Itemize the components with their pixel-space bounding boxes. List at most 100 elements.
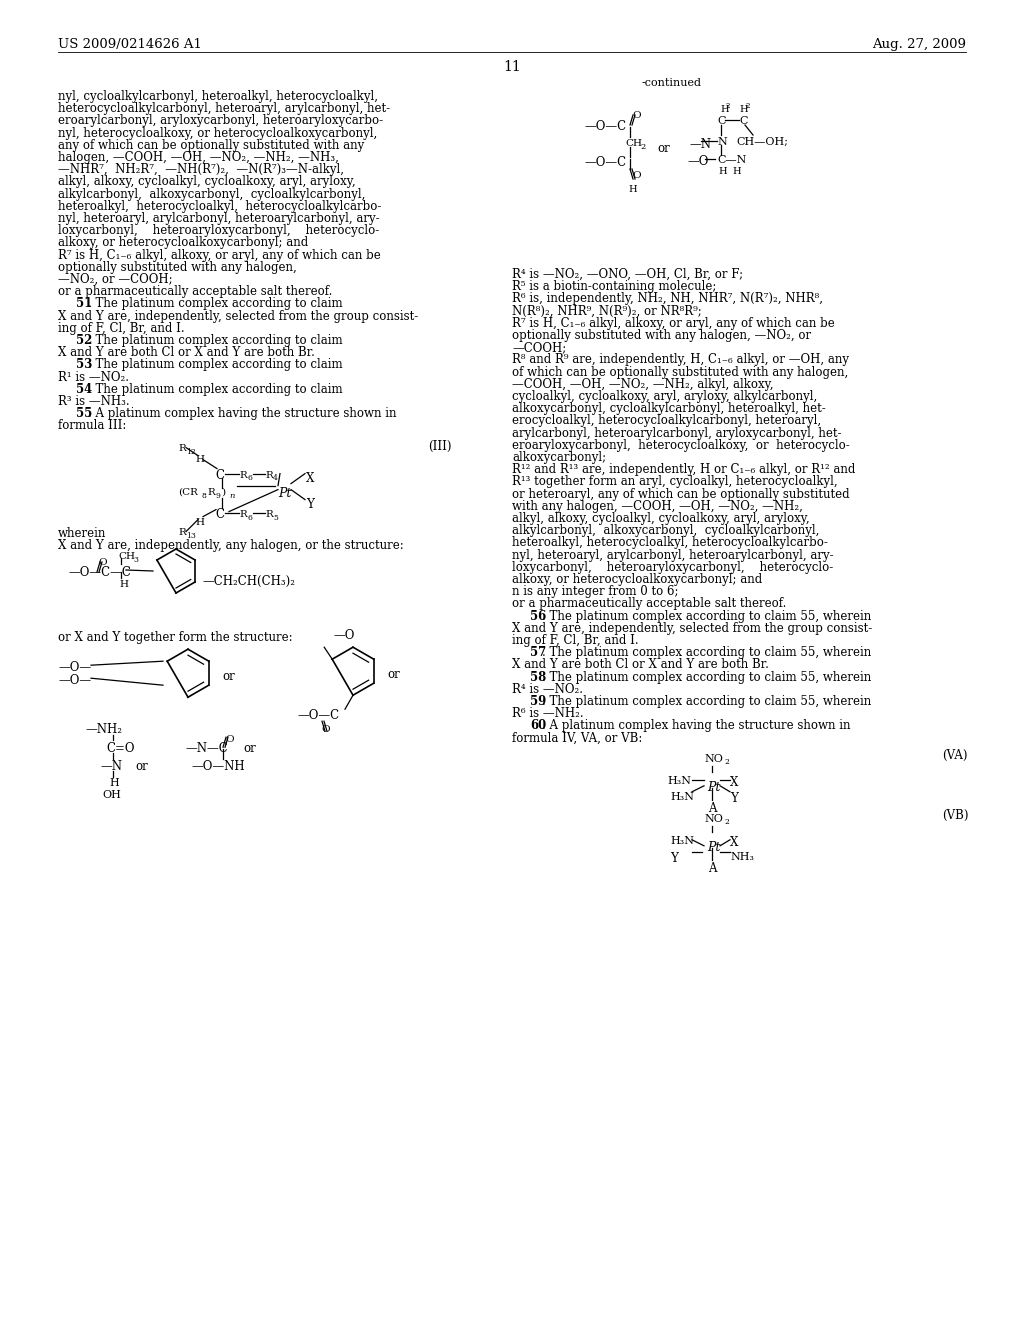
Text: —COOH, —OH, —NO₂, —NH₂, alkyl, alkoxy,: —COOH, —OH, —NO₂, —NH₂, alkyl, alkoxy,	[512, 378, 773, 391]
Text: C: C	[215, 508, 224, 520]
Text: X: X	[306, 471, 314, 484]
Text: A: A	[708, 862, 717, 875]
Text: 58: 58	[530, 671, 546, 684]
Text: 2: 2	[724, 818, 729, 826]
Text: or a pharmaceutically acceptable salt thereof.: or a pharmaceutically acceptable salt th…	[512, 598, 786, 610]
Text: arylcarbonyl, heteroarylcarbonyl, aryloxycarbonyl, het-: arylcarbonyl, heteroarylcarbonyl, arylox…	[512, 426, 842, 440]
Text: 11: 11	[503, 59, 521, 74]
Text: of which can be optionally substituted with any halogen,: of which can be optionally substituted w…	[512, 366, 848, 379]
Text: or heteroaryl, any of which can be optionally substituted: or heteroaryl, any of which can be optio…	[512, 487, 850, 500]
Text: H₃N: H₃N	[670, 792, 694, 801]
Text: H: H	[119, 579, 128, 589]
Text: R⁷ is H, C₁₋₆ alkyl, alkoxy, or aryl, any of which can be: R⁷ is H, C₁₋₆ alkyl, alkoxy, or aryl, an…	[512, 317, 835, 330]
Text: . The platinum complex according to claim 55, wherein: . The platinum complex according to clai…	[543, 647, 871, 659]
Text: . A platinum complex having the structure shown in: . A platinum complex having the structur…	[88, 407, 397, 420]
Text: R⁶ is, independently, NH₂, NH, NHR⁷, N(R⁷)₂, NHR⁸,: R⁶ is, independently, NH₂, NH, NHR⁷, N(R…	[512, 293, 823, 305]
Text: H: H	[739, 106, 748, 114]
Text: 2: 2	[745, 102, 750, 110]
Text: ): )	[221, 487, 225, 496]
Text: CH—OH;: CH—OH;	[736, 137, 788, 147]
Text: or: or	[387, 668, 399, 681]
Text: 51: 51	[76, 297, 92, 310]
Text: heteroalkyl,  heterocycloalkyl,  heterocycloalkylcarbo-: heteroalkyl, heterocycloalkyl, heterocyc…	[58, 199, 381, 213]
Text: . A platinum complex having the structure shown in: . A platinum complex having the structur…	[543, 719, 851, 733]
Text: O: O	[321, 725, 330, 734]
Text: —O—C—C: —O—C—C	[68, 566, 131, 579]
Text: Y: Y	[670, 851, 678, 865]
Text: H: H	[195, 517, 204, 527]
Text: optionally substituted with any halogen, —NO₂, or: optionally substituted with any halogen,…	[512, 329, 811, 342]
Text: 4: 4	[273, 474, 278, 482]
Text: nyl, heteroaryl, arylcarbonyl, heteroarylcarbonyl, ary-: nyl, heteroaryl, arylcarbonyl, heteroary…	[512, 549, 834, 561]
Text: O: O	[225, 735, 233, 744]
Text: NO: NO	[705, 814, 723, 824]
Text: R: R	[178, 444, 185, 453]
Text: R¹³ together form an aryl, cycloalkyl, heterocycloalkyl,: R¹³ together form an aryl, cycloalkyl, h…	[512, 475, 838, 488]
Text: loxycarbonyl,    heteroaryloxycarbonyl,    heterocyclo-: loxycarbonyl, heteroaryloxycarbonyl, het…	[512, 561, 834, 574]
Text: alkoxycarbonyl, cycloalkylcarbonyl, heteroalkyl, het-: alkoxycarbonyl, cycloalkylcarbonyl, hete…	[512, 403, 825, 416]
Text: —O—: —O—	[58, 661, 91, 675]
Text: Y: Y	[730, 792, 738, 805]
Text: H: H	[195, 454, 204, 463]
Text: —O—C: —O—C	[297, 709, 339, 722]
Text: 57: 57	[530, 647, 546, 659]
Text: . The platinum complex according to claim: . The platinum complex according to clai…	[88, 383, 347, 396]
Text: 2: 2	[726, 102, 730, 110]
Text: O: O	[632, 172, 641, 180]
Text: N(R⁸)₂, NHR⁹, N(R⁹)₂, or NR⁸R⁹;: N(R⁸)₂, NHR⁹, N(R⁹)₂, or NR⁸R⁹;	[512, 305, 701, 318]
Text: 53: 53	[76, 359, 92, 371]
Text: eroarylcarbonyl, aryloxycarbonyl, heteroaryloxycarbo-: eroarylcarbonyl, aryloxycarbonyl, hetero…	[58, 115, 383, 128]
Text: (VA): (VA)	[942, 748, 968, 762]
Text: 52: 52	[76, 334, 92, 347]
Text: -continued: -continued	[642, 78, 702, 88]
Text: —O: —O	[687, 154, 709, 168]
Text: formula III:: formula III:	[58, 420, 126, 433]
Text: nyl, cycloalkylcarbonyl, heteroalkyl, heterocycloalkyl,: nyl, cycloalkylcarbonyl, heteroalkyl, he…	[58, 90, 378, 103]
Text: . The platinum complex according to claim 55, wherein: . The platinum complex according to clai…	[543, 610, 871, 623]
Text: or a pharmaceutically acceptable salt thereof.: or a pharmaceutically acceptable salt th…	[58, 285, 333, 298]
Text: or: or	[135, 760, 147, 774]
Text: C—N: C—N	[717, 154, 746, 165]
Text: 55: 55	[76, 407, 92, 420]
Text: alkylcarbonyl,  alkoxycarbonyl,  cycloalkylcarbonyl,: alkylcarbonyl, alkoxycarbonyl, cycloalky…	[512, 524, 819, 537]
Text: C: C	[215, 469, 224, 482]
Text: R¹ is —NO₂.: R¹ is —NO₂.	[58, 371, 129, 384]
Text: Y: Y	[306, 498, 314, 511]
Text: —O—NH: —O—NH	[191, 760, 245, 774]
Text: alkyl, alkoxy, cycloalkyl, cycloalkoxy, aryl, aryloxy,: alkyl, alkoxy, cycloalkyl, cycloalkoxy, …	[58, 176, 355, 189]
Text: R⁵ is a biotin-containing molecule;: R⁵ is a biotin-containing molecule;	[512, 280, 717, 293]
Text: —N—C: —N—C	[185, 742, 227, 755]
Text: —NHR⁷,  NH₂R⁷,  —NH(R⁷)₂,  —N(R⁷)₃—N-alkyl,: —NHR⁷, NH₂R⁷, —NH(R⁷)₂, —N(R⁷)₃—N-alkyl,	[58, 164, 344, 176]
Text: —O—C: —O—C	[584, 120, 626, 133]
Text: 56: 56	[530, 610, 546, 623]
Text: —NO₂, or —COOH;: —NO₂, or —COOH;	[58, 273, 173, 286]
Text: 2: 2	[724, 758, 729, 766]
Text: —O—C: —O—C	[584, 156, 626, 169]
Text: O: O	[632, 111, 641, 120]
Text: —N: —N	[689, 139, 711, 150]
Text: —COOH;: —COOH;	[512, 341, 566, 354]
Text: NH₃: NH₃	[730, 851, 754, 862]
Text: R: R	[239, 471, 247, 479]
Text: 13: 13	[186, 532, 196, 540]
Text: formula IV, VA, or VB:: formula IV, VA, or VB:	[512, 731, 642, 744]
Text: n is any integer from 0 to 6;: n is any integer from 0 to 6;	[512, 585, 679, 598]
Text: heteroalkyl, heterocycloalkyl, heterocycloalkylcarbo-: heteroalkyl, heterocycloalkyl, heterocyc…	[512, 536, 827, 549]
Text: n: n	[229, 491, 234, 499]
Text: C: C	[717, 116, 725, 125]
Text: (III): (III)	[428, 440, 452, 453]
Text: . The platinum complex according to claim: . The platinum complex according to clai…	[88, 359, 347, 371]
Text: halogen, —COOH, —OH, —NO₂, —NH₂, —NH₃,: halogen, —COOH, —OH, —NO₂, —NH₂, —NH₃,	[58, 150, 339, 164]
Text: 60: 60	[530, 719, 546, 733]
Text: 6: 6	[247, 513, 252, 521]
Text: NO: NO	[705, 754, 723, 764]
Text: 2: 2	[640, 143, 645, 150]
Text: cycloalkyl, cycloalkoxy, aryl, aryloxy, alkylcarbonyl,: cycloalkyl, cycloalkoxy, aryl, aryloxy, …	[512, 389, 817, 403]
Text: optionally substituted with any halogen,: optionally substituted with any halogen,	[58, 261, 297, 273]
Text: H: H	[628, 185, 637, 194]
Text: or: or	[243, 742, 256, 755]
Text: X: X	[730, 836, 738, 849]
Text: eroaryloxycarbonyl,  heterocycloalkoxy,  or  heterocyclo-: eroaryloxycarbonyl, heterocycloalkoxy, o…	[512, 438, 850, 451]
Text: heterocycloalkylcarbonyl, heteroaryl, arylcarbonyl, het-: heterocycloalkylcarbonyl, heteroaryl, ar…	[58, 102, 390, 115]
Text: loxycarbonyl,    heteroaryloxycarbonyl,    heterocyclo-: loxycarbonyl, heteroaryloxycarbonyl, het…	[58, 224, 379, 238]
